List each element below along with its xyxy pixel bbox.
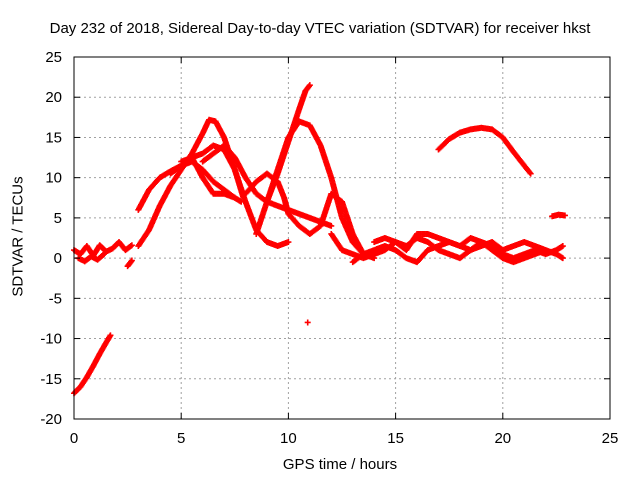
y-tick-label: 5 — [54, 210, 62, 227]
data-point — [526, 169, 533, 176]
data-point — [107, 332, 114, 339]
y-tick-label: 10 — [45, 170, 62, 187]
data-point — [306, 82, 313, 89]
grid — [74, 57, 610, 419]
series-track-8 — [178, 154, 245, 205]
data-point — [542, 247, 549, 254]
data-point — [238, 198, 245, 205]
data-point — [128, 242, 135, 249]
data-point — [285, 239, 292, 246]
data-point — [559, 255, 566, 262]
plot-frame — [73, 56, 611, 420]
data-points — [71, 82, 568, 397]
x-axis-ticks: 0 5 10 15 20 25 — [70, 57, 619, 447]
y-axis-ticks: -20 -15 -10 -5 0 5 10 15 20 25 — [40, 49, 610, 428]
chart-title: Day 232 of 2018, Sidereal Day-to-day VTE… — [49, 20, 591, 37]
data-point — [128, 258, 135, 265]
y-tick-label: -5 — [49, 290, 62, 307]
series-track-17 — [435, 124, 534, 177]
series-track-10 — [242, 170, 367, 258]
x-tick-label: 20 — [494, 430, 511, 447]
series-track-3 — [75, 251, 108, 265]
y-tick-label: 20 — [45, 89, 62, 106]
data-point — [128, 257, 135, 264]
x-tick-label: 5 — [177, 430, 185, 447]
x-tick-label: 15 — [387, 430, 404, 447]
data-point — [99, 252, 106, 259]
data-point — [559, 243, 566, 250]
x-axis-label: GPS time / hours — [282, 456, 398, 473]
data-point — [127, 243, 134, 250]
y-tick-label: -10 — [40, 331, 62, 348]
data-point — [304, 319, 311, 326]
data-point — [305, 83, 312, 90]
x-tick-label: 0 — [70, 430, 78, 447]
data-point — [101, 251, 108, 258]
y-axis-label: SDTVAR / TECUs — [9, 176, 27, 297]
series-track-1 — [71, 332, 114, 397]
series-track-12 — [263, 82, 313, 205]
data-point — [561, 212, 568, 219]
x-tick-label: 25 — [602, 430, 619, 447]
series-track-16 — [371, 230, 549, 266]
series-track-18 — [549, 211, 568, 220]
y-tick-label: -15 — [40, 371, 62, 388]
y-tick-label: 15 — [45, 129, 62, 146]
x-tick-label: 10 — [280, 430, 297, 447]
data-point — [527, 170, 534, 177]
data-point — [328, 222, 335, 229]
y-tick-label: 0 — [54, 250, 62, 267]
y-tick-label: -20 — [40, 411, 62, 428]
y-tick-label: 25 — [45, 49, 62, 66]
series-track-4 — [124, 257, 135, 270]
series-track-13 — [304, 319, 311, 326]
